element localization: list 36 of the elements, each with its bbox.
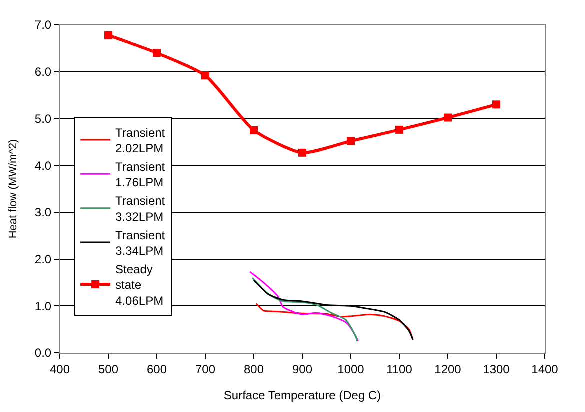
x-tick-label: 1400 xyxy=(532,362,559,376)
x-tick-label: 700 xyxy=(195,362,216,376)
x-tick-label: 1000 xyxy=(338,362,365,376)
point xyxy=(202,72,210,80)
legend-label: Transient 3.34LPM xyxy=(116,228,166,258)
y-tick-label: 6.0 xyxy=(34,65,52,80)
x-tick-label: 1300 xyxy=(483,362,510,376)
point xyxy=(444,114,452,122)
x-tick-label: 400 xyxy=(50,362,70,376)
line-series xyxy=(256,303,414,341)
x-tick-label: 900 xyxy=(292,362,313,376)
legend-label: Transient 2.02LPM xyxy=(116,126,166,156)
y-tick-label: 3.0 xyxy=(34,206,52,220)
x-axis-title: Surface Temperature (Deg C) xyxy=(224,388,382,402)
x-tick-label: 600 xyxy=(146,362,168,376)
point xyxy=(250,126,258,134)
y-tick-label: 0.0 xyxy=(34,346,52,360)
legend-label: Transient 1.76LPM xyxy=(116,160,166,190)
y-tick-label: 7.0 xyxy=(34,18,52,32)
point xyxy=(396,126,404,134)
point xyxy=(492,100,500,109)
legend-label: Transient 3.32LPM xyxy=(116,194,166,224)
point xyxy=(298,148,306,157)
point xyxy=(104,31,112,40)
y-tick-label: 1.0 xyxy=(34,299,52,314)
y-axis-title: Heat flow (MW/m^2) xyxy=(8,139,20,239)
point xyxy=(347,137,355,146)
x-tick-label: 800 xyxy=(244,362,264,376)
legend-label: Steady state 4.06LPM xyxy=(116,262,164,308)
point xyxy=(153,49,161,58)
x-tick-label: 1100 xyxy=(386,362,413,376)
x-tick-label: 1200 xyxy=(434,362,462,376)
y-tick-label: 2.0 xyxy=(34,252,52,266)
y-tick-label: 5.0 xyxy=(34,112,52,126)
x-tick-label: 500 xyxy=(98,362,119,376)
y-tick-label: 4.0 xyxy=(34,158,52,173)
